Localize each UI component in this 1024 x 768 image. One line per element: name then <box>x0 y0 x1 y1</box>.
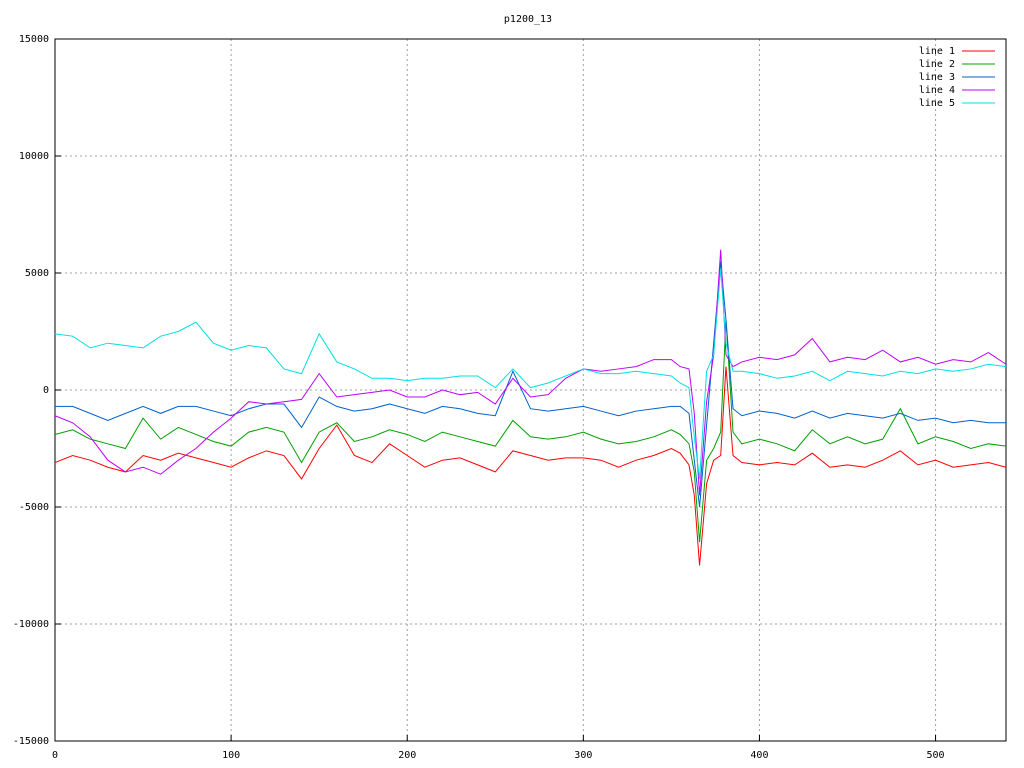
series-line <box>55 261 1006 508</box>
series-line <box>54 366 1007 566</box>
y-tick-label: 5000 <box>25 268 49 279</box>
plot-frame <box>54 38 1007 742</box>
legend-label: line 5 <box>919 98 955 109</box>
series-line <box>54 268 1007 479</box>
series-line <box>54 319 1007 543</box>
x-tick-label: 100 <box>222 750 240 761</box>
y-tick-label: 15000 <box>19 34 49 45</box>
x-tick-label: 400 <box>750 750 768 761</box>
legend-label: line 3 <box>919 72 955 83</box>
x-tick-label: 300 <box>574 750 592 761</box>
y-tick-label: -15000 <box>13 736 49 747</box>
legend-label: line 1 <box>919 46 955 57</box>
y-tick-label: -5000 <box>19 502 49 513</box>
x-tick-label: 0 <box>52 750 58 761</box>
x-tick-label: 500 <box>927 750 945 761</box>
y-tick-label: -10000 <box>13 619 49 630</box>
y-tick-label: 0 <box>43 385 49 396</box>
legend-label: line 4 <box>919 85 955 96</box>
chart-title: p1200_13 <box>504 14 552 25</box>
x-tick-label: 200 <box>398 750 416 761</box>
legend-label: line 2 <box>919 59 955 70</box>
y-tick-label: 10000 <box>19 151 49 162</box>
